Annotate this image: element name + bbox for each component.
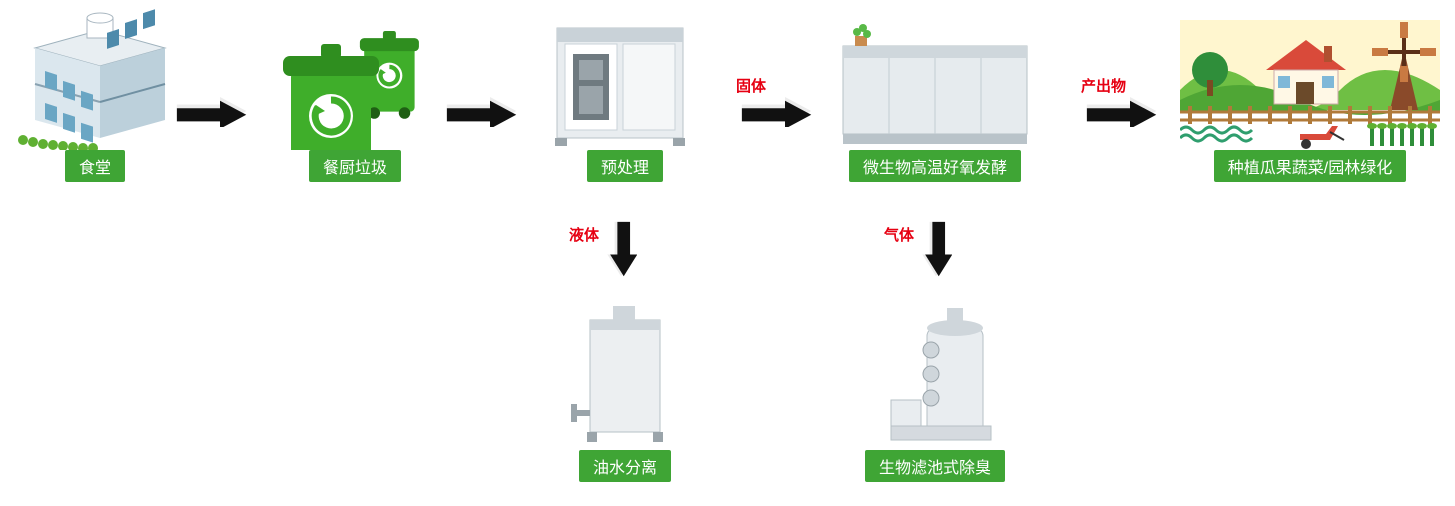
arrow-ferment-output: 产出物 xyxy=(1085,95,1160,127)
pretreat-label: 预处理 xyxy=(587,150,663,182)
canteen-label: 食堂 xyxy=(65,150,125,182)
node-biofilter: 生物滤池式除臭 xyxy=(830,300,1040,482)
waste-bins-icon xyxy=(260,0,440,150)
arrow-pretreat-ferment: 固体 xyxy=(740,95,815,127)
node-ferment: 微生物高温好氧发酵 xyxy=(820,0,1050,182)
biofilter-tank-icon xyxy=(830,300,1040,450)
arrow-liquid-label: 液体 xyxy=(569,224,599,245)
ferment-machine-icon xyxy=(820,0,1050,150)
biofilter-label: 生物滤池式除臭 xyxy=(865,450,1005,482)
oilwater-tank-icon xyxy=(530,300,710,450)
arrow-output-label: 产出物 xyxy=(1081,75,1126,96)
canteen-icon xyxy=(0,0,180,150)
pretreat-machine-icon xyxy=(530,0,710,150)
node-canteen: 食堂 xyxy=(0,0,190,182)
node-output: 种植瓜果蔬菜/园林绿化 xyxy=(1175,0,1445,182)
farm-scene-icon xyxy=(1175,0,1445,150)
arrow-pretreat-oilwater: 液体 xyxy=(605,220,637,278)
arrow-waste-pretreat xyxy=(445,95,520,127)
waste-label: 餐厨垃圾 xyxy=(309,150,401,182)
arrow-ferment-biofilter: 气体 xyxy=(920,220,952,278)
ferment-label: 微生物高温好氧发酵 xyxy=(849,150,1021,182)
output-label: 种植瓜果蔬菜/园林绿化 xyxy=(1214,150,1406,182)
arrow-canteen-waste xyxy=(175,95,250,127)
node-pretreat: 预处理 xyxy=(530,0,720,182)
arrow-solid-label: 固体 xyxy=(736,75,766,96)
node-waste: 餐厨垃圾 xyxy=(260,0,450,182)
oilwater-label: 油水分离 xyxy=(579,450,671,482)
node-oilwater: 油水分离 xyxy=(530,300,720,482)
arrow-gas-label: 气体 xyxy=(884,224,914,245)
